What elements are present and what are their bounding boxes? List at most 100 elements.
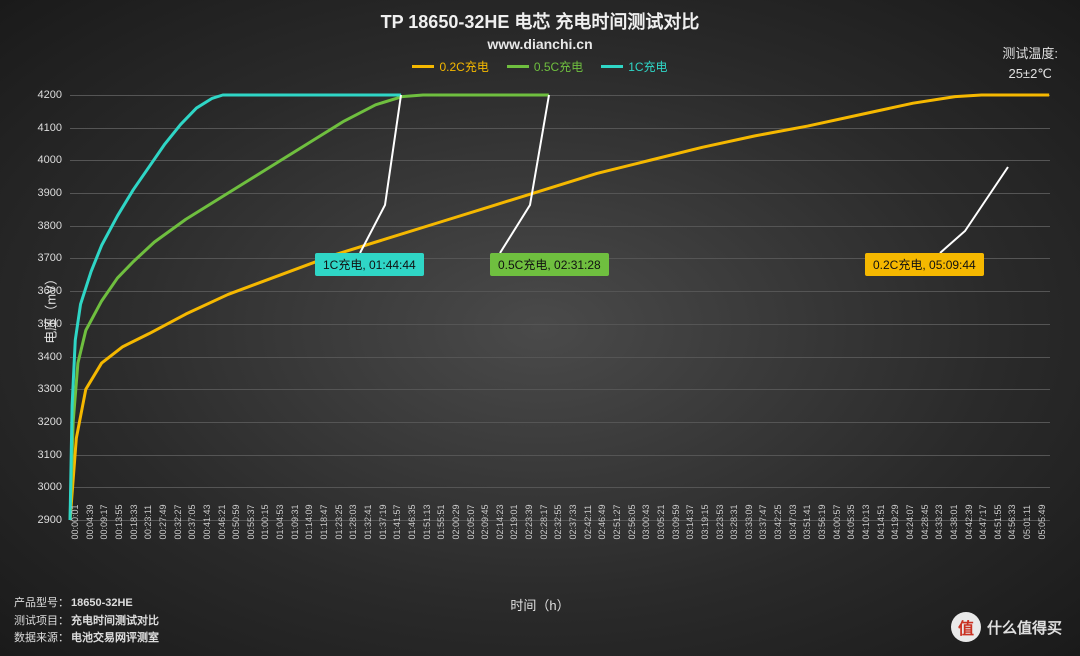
x-tick-label: 01:23:25 [334, 504, 344, 539]
legend-swatch [601, 65, 623, 68]
y-tick-label: 3600 [12, 285, 62, 297]
x-tick-label: 04:14:51 [876, 504, 886, 539]
x-tick-label: 04:42:39 [964, 504, 974, 539]
x-tick-label: 03:00:43 [641, 504, 651, 539]
x-tick-label: 01:41:57 [392, 504, 402, 539]
footer-label: 数据来源： [14, 630, 69, 648]
x-tick-label: 01:37:19 [378, 504, 388, 539]
x-tick-label: 04:33:23 [934, 504, 944, 539]
x-tick-label: 03:28:31 [729, 504, 739, 539]
x-tick-label: 01:00:15 [260, 504, 270, 539]
x-tick-label: 01:51:13 [422, 504, 432, 539]
x-tick-label: 04:19:29 [890, 504, 900, 539]
footer-value: 充电时间测试对比 [71, 613, 159, 631]
y-tick-label: 4100 [12, 122, 62, 134]
x-tick-label: 03:19:15 [700, 504, 710, 539]
x-tick-label: 01:14:09 [304, 504, 314, 539]
callout-leader [360, 95, 401, 253]
legend-swatch [507, 65, 529, 68]
x-tick-label: 00:27:49 [158, 504, 168, 539]
x-tick-label: 02:14:23 [495, 504, 505, 539]
series-line [70, 95, 549, 520]
x-tick-label: 00:55:37 [246, 504, 256, 539]
x-tick-label: 02:46:49 [597, 504, 607, 539]
x-tick-label: 00:41:43 [202, 504, 212, 539]
series-line [70, 95, 1049, 520]
x-tick-label: 03:42:25 [773, 504, 783, 539]
footer-info: 产品型号：18650-32HE测试项目：充电时间测试对比数据来源：电池交易网评测… [14, 595, 159, 648]
y-tick-label: 3900 [12, 187, 62, 199]
y-tick-label: 2900 [12, 514, 62, 526]
legend-item: 0.2C充电 [412, 58, 488, 75]
plot-lines [70, 95, 1050, 520]
x-tick-label: 01:18:47 [319, 504, 329, 539]
x-tick-label: 01:32:41 [363, 504, 373, 539]
legend-label: 0.5C充电 [534, 58, 583, 75]
callout-leader [500, 95, 549, 253]
x-tick-label: 04:38:01 [949, 504, 959, 539]
x-tick-label: 04:51:55 [993, 504, 1003, 539]
watermark-text: 什么值得买 [987, 617, 1062, 638]
x-tick-label: 03:47:03 [788, 504, 798, 539]
x-tick-label: 02:28:17 [539, 504, 549, 539]
y-tick-label: 3400 [12, 351, 62, 363]
footer-label: 测试项目： [14, 613, 69, 631]
x-tick-label: 01:09:31 [290, 504, 300, 539]
x-tick-label: 03:51:41 [802, 504, 812, 539]
y-tick-label: 3100 [12, 449, 62, 461]
callout-leader [940, 167, 1008, 253]
x-tick-label: 00:00:01 [70, 504, 80, 539]
legend-swatch [412, 65, 434, 68]
legend-item: 1C充电 [601, 58, 667, 75]
x-tick-label: 03:23:53 [715, 504, 725, 539]
x-tick-label: 01:04:53 [275, 504, 285, 539]
x-axis-ticks: 00:00:0100:04:3900:09:1700:13:5500:18:33… [70, 522, 1050, 602]
x-tick-label: 02:05:07 [466, 504, 476, 539]
x-tick-label: 02:32:55 [553, 504, 563, 539]
x-tick-label: 04:05:35 [846, 504, 856, 539]
footer-label: 产品型号： [14, 595, 69, 613]
footer-row: 产品型号：18650-32HE [14, 595, 159, 613]
y-tick-label: 3000 [12, 481, 62, 493]
x-tick-label: 03:14:37 [685, 504, 695, 539]
x-tick-label: 02:37:33 [568, 504, 578, 539]
x-tick-label: 04:47:17 [978, 504, 988, 539]
x-tick-label: 00:32:27 [173, 504, 183, 539]
x-tick-label: 01:55:51 [436, 504, 446, 539]
y-tick-label: 3200 [12, 416, 62, 428]
x-tick-label: 01:28:03 [348, 504, 358, 539]
x-tick-label: 03:37:47 [758, 504, 768, 539]
x-tick-label: 02:23:39 [524, 504, 534, 539]
x-tick-label: 04:24:07 [905, 504, 915, 539]
series-callout: 1C充电, 01:44:44 [315, 253, 424, 276]
x-tick-label: 03:05:21 [656, 504, 666, 539]
x-axis-label: 时间（h） [510, 595, 569, 614]
x-tick-label: 00:46:21 [217, 504, 227, 539]
x-tick-label: 04:28:45 [920, 504, 930, 539]
y-tick-label: 3700 [12, 252, 62, 264]
x-tick-label: 00:23:11 [143, 505, 153, 539]
y-tick-label: 3500 [12, 318, 62, 330]
x-tick-label: 00:04:39 [85, 504, 95, 539]
x-tick-label: 05:05:49 [1037, 504, 1047, 539]
y-tick-label: 3800 [12, 220, 62, 232]
watermark-badge-icon: 值 [951, 612, 981, 642]
footer-value: 18650-32HE [71, 595, 133, 613]
chart-title: TP 18650-32HE 电芯 充电时间测试对比 [0, 8, 1080, 34]
series-callout: 0.5C充电, 02:31:28 [490, 253, 609, 276]
x-tick-label: 05:01:11 [1022, 505, 1032, 539]
y-tick-label: 4200 [12, 89, 62, 101]
chart-area: 电压（mV） 290030003100320033003400350036003… [70, 95, 1050, 520]
footer-row: 测试项目：充电时间测试对比 [14, 613, 159, 631]
x-tick-label: 00:09:17 [99, 504, 109, 539]
x-tick-label: 03:09:59 [671, 504, 681, 539]
footer-row: 数据来源：电池交易网评测室 [14, 630, 159, 648]
x-tick-label: 02:19:01 [509, 504, 519, 539]
y-axis-label: 电压（mV） [40, 272, 59, 344]
x-tick-label: 02:09:45 [480, 504, 490, 539]
series-line [70, 95, 401, 520]
x-tick-label: 03:33:09 [744, 504, 754, 539]
x-tick-label: 04:00:57 [832, 504, 842, 539]
x-tick-label: 03:56:19 [817, 504, 827, 539]
x-tick-label: 00:37:05 [187, 504, 197, 539]
